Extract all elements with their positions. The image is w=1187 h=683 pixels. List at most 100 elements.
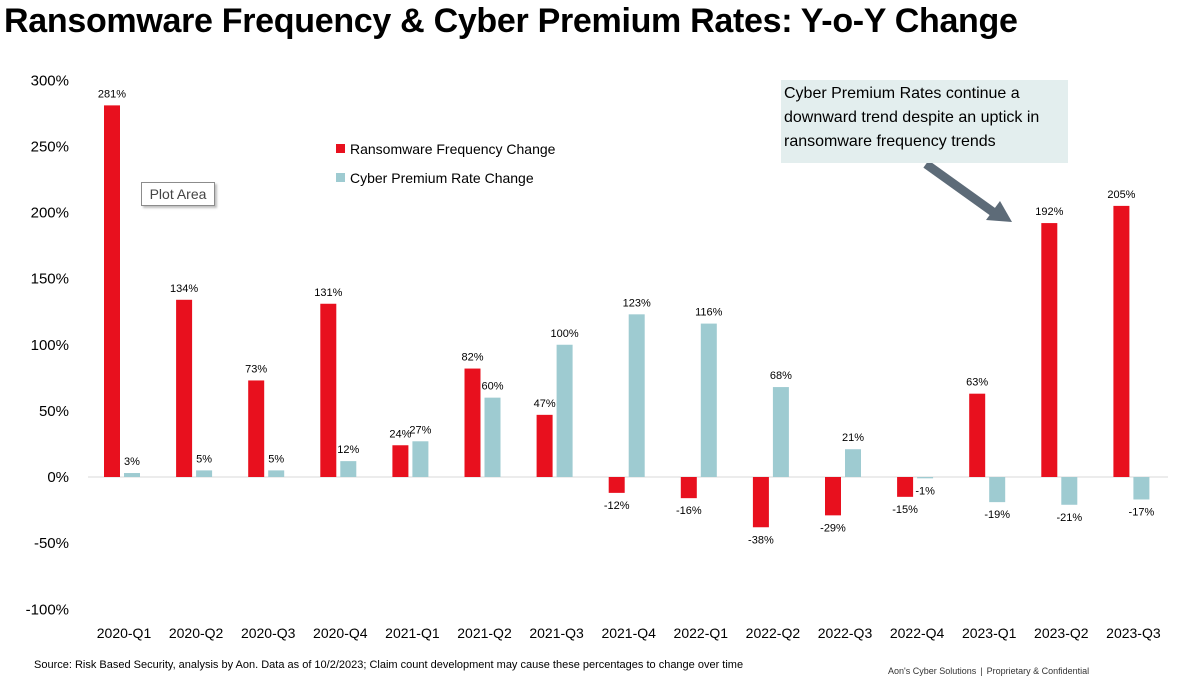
- x-tick-label: 2021-Q1: [385, 625, 440, 641]
- x-tick-label: 2020-Q2: [169, 625, 224, 641]
- bar-premium[interactable]: [124, 473, 140, 477]
- axis-layer: -100% -50% 0% 50% 100% 150% 200% 250% 300% 2020-Q…: [26, 72, 1168, 641]
- legend-label-premium: Cyber Premium Rate Change: [350, 169, 534, 186]
- data-label-premium: 3%: [124, 456, 140, 468]
- bar-ransomware[interactable]: [825, 477, 841, 516]
- callout-arrow: [923, 160, 1012, 222]
- annotation-callout[interactable]: Cyber Premium Rates continue a downward …: [781, 80, 1068, 163]
- data-label-premium: -1%: [915, 485, 935, 497]
- bar-premium[interactable]: [989, 477, 1006, 503]
- legend-swatch-ransomware: [336, 144, 345, 153]
- x-tick-label: 2020-Q4: [313, 625, 368, 641]
- y-tick-label: 150%: [31, 271, 69, 288]
- data-label-ransomware: -15%: [892, 504, 918, 516]
- bar-ransomware[interactable]: [464, 368, 481, 477]
- bar-ransomware[interactable]: [536, 414, 553, 477]
- y-tick-label: 200%: [31, 205, 69, 222]
- x-tick-label: 2023-Q2: [1034, 625, 1089, 641]
- x-tick-label: 2022-Q4: [890, 625, 945, 641]
- footer-confidential: Proprietary & Confidential: [986, 666, 1090, 676]
- bar-ransomware[interactable]: [176, 299, 193, 477]
- y-tick-label: 250%: [31, 138, 69, 155]
- bar-ransomware[interactable]: [320, 303, 337, 477]
- data-label-premium: 100%: [551, 328, 579, 340]
- chart-title: Ransomware Frequency & Cyber Premium Rat…: [4, 2, 1018, 40]
- x-tick-label: 2021-Q4: [601, 625, 656, 641]
- footer-company: Aon's Cyber Solutions: [888, 666, 977, 676]
- y-tick-label: 100%: [31, 337, 69, 354]
- source-note: Source: Risk Based Security, analysis by…: [34, 659, 744, 671]
- bar-premium[interactable]: [1133, 477, 1150, 500]
- y-tick-label: 300%: [31, 72, 69, 89]
- bar-premium[interactable]: [917, 477, 934, 479]
- x-tick-label: 2023-Q1: [962, 625, 1017, 641]
- footer: Aon's Cyber Solutions | Proprietary & Conf…: [888, 666, 1089, 676]
- bar-premium[interactable]: [412, 441, 429, 477]
- data-label-premium: -17%: [1129, 506, 1155, 518]
- legend-item-ransomware[interactable]: Ransomware Frequency Change: [336, 134, 555, 163]
- data-label-ransomware: 63%: [966, 377, 988, 389]
- bar-premium[interactable]: [845, 449, 861, 477]
- x-tick-label: 2021-Q2: [457, 625, 512, 641]
- data-label-ransomware: -29%: [820, 522, 846, 534]
- x-tick-label: 2020-Q1: [97, 625, 152, 641]
- bar-premium[interactable]: [700, 323, 717, 477]
- y-tick-label: -100%: [26, 601, 69, 618]
- bar-ransomware[interactable]: [104, 105, 120, 477]
- label-layer: 281% 134% 73% 131% 24% 82% 47% -12% -16% -38% -29%…: [98, 88, 1155, 546]
- data-label-ransomware: -12%: [604, 500, 630, 512]
- data-label-premium: 116%: [695, 307, 723, 319]
- legend-swatch-premium: [336, 173, 345, 182]
- y-tick-label: 50%: [39, 403, 69, 420]
- data-label-premium: 123%: [623, 297, 651, 309]
- data-label-ransomware: 281%: [98, 88, 126, 100]
- data-label-premium: -19%: [984, 509, 1010, 521]
- bar-premium[interactable]: [772, 387, 789, 477]
- bar-premium[interactable]: [1061, 477, 1078, 505]
- data-label-premium: 21%: [842, 432, 864, 444]
- bar-premium[interactable]: [340, 461, 357, 477]
- bar-ransomware[interactable]: [1113, 205, 1130, 477]
- data-label-ransomware: 73%: [245, 363, 267, 375]
- bar-layer: [104, 105, 1150, 528]
- x-tick-label: 2023-Q3: [1106, 625, 1161, 641]
- plot-area-tooltip: Plot Area: [141, 182, 215, 206]
- data-label-ransomware: 47%: [534, 398, 556, 410]
- x-tick-label: 2021-Q3: [529, 625, 584, 641]
- bar-premium[interactable]: [484, 397, 501, 477]
- y-tick-label: -50%: [34, 535, 69, 552]
- bar-premium[interactable]: [628, 314, 645, 477]
- bar-premium[interactable]: [556, 344, 573, 477]
- data-label-premium: 5%: [268, 453, 284, 465]
- bar-premium[interactable]: [268, 470, 285, 477]
- x-tick-label: 2022-Q2: [746, 625, 801, 641]
- data-label-ransomware: -38%: [748, 534, 774, 546]
- chart-legend: Ransomware Frequency Change Cyber Premiu…: [336, 134, 555, 192]
- data-label-premium: 12%: [337, 444, 359, 456]
- bar-ransomware[interactable]: [680, 477, 697, 499]
- data-label-ransomware: 205%: [1107, 189, 1135, 201]
- data-label-ransomware: -16%: [676, 505, 702, 517]
- bar-ransomware[interactable]: [752, 477, 769, 528]
- bar-ransomware[interactable]: [969, 393, 986, 477]
- x-tick-label: 2022-Q3: [818, 625, 873, 641]
- data-label-premium: -21%: [1056, 512, 1082, 524]
- legend-item-premium[interactable]: Cyber Premium Rate Change: [336, 163, 555, 192]
- bar-ransomware[interactable]: [392, 445, 409, 477]
- x-tick-label: 2022-Q1: [674, 625, 729, 641]
- data-label-premium: 5%: [196, 453, 212, 465]
- bar-ransomware[interactable]: [248, 380, 265, 477]
- data-label-premium: 60%: [481, 381, 503, 393]
- bar-ransomware[interactable]: [608, 477, 625, 493]
- data-label-ransomware: 24%: [389, 428, 411, 440]
- data-label-ransomware: 134%: [170, 283, 198, 295]
- data-label-premium: 68%: [770, 370, 792, 382]
- bar-premium[interactable]: [196, 470, 213, 477]
- data-label-ransomware: 192%: [1035, 206, 1063, 218]
- bar-ransomware[interactable]: [1041, 223, 1058, 477]
- data-label-premium: 27%: [409, 424, 431, 436]
- x-tick-label: 2020-Q3: [241, 625, 296, 641]
- bar-ransomware[interactable]: [897, 477, 914, 497]
- data-label-ransomware: 82%: [461, 352, 483, 364]
